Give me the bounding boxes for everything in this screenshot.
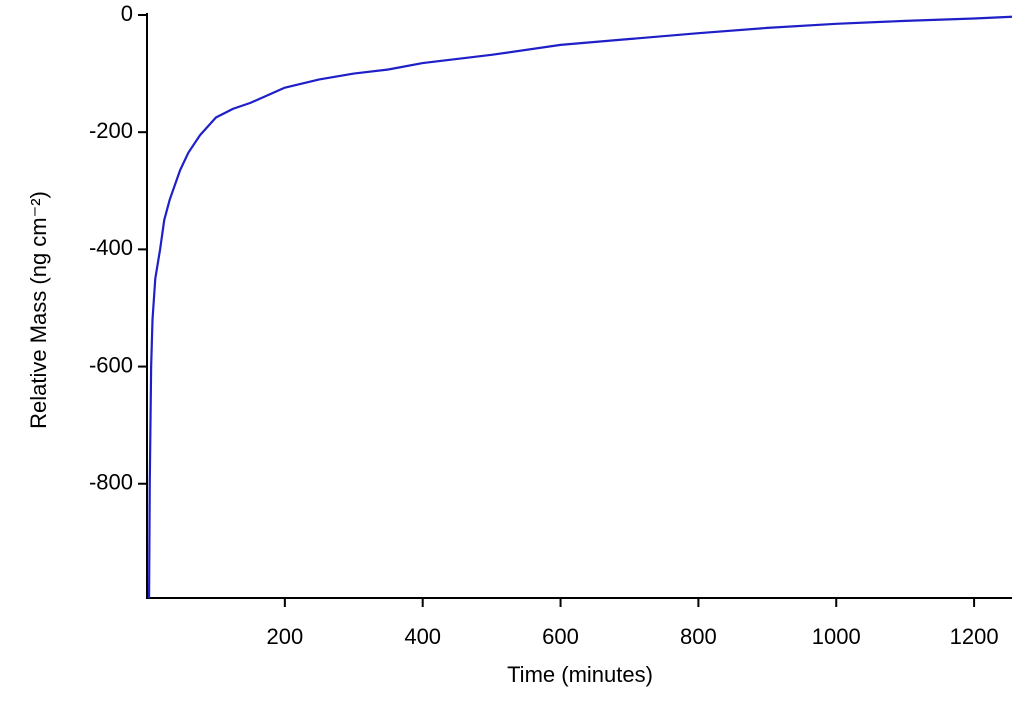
x-tick-label: 400 — [404, 624, 441, 649]
y-tick-label: -200 — [89, 118, 133, 143]
x-tick-label: 1000 — [812, 624, 861, 649]
x-axis-label: Time (minutes) — [507, 662, 653, 687]
x-tick-label: 200 — [266, 624, 303, 649]
x-tick-label: 600 — [542, 624, 579, 649]
y-tick-label: -400 — [89, 235, 133, 260]
x-tick-label: 1200 — [950, 624, 999, 649]
y-tick-label: -800 — [89, 470, 133, 495]
data-line — [147, 15, 1013, 599]
x-tick-label: 800 — [680, 624, 717, 649]
y-tick-label: 0 — [121, 1, 133, 26]
y-axis-label: Relative Mass (ng cm⁻²) — [26, 191, 51, 429]
y-tick-label: -600 — [89, 352, 133, 377]
